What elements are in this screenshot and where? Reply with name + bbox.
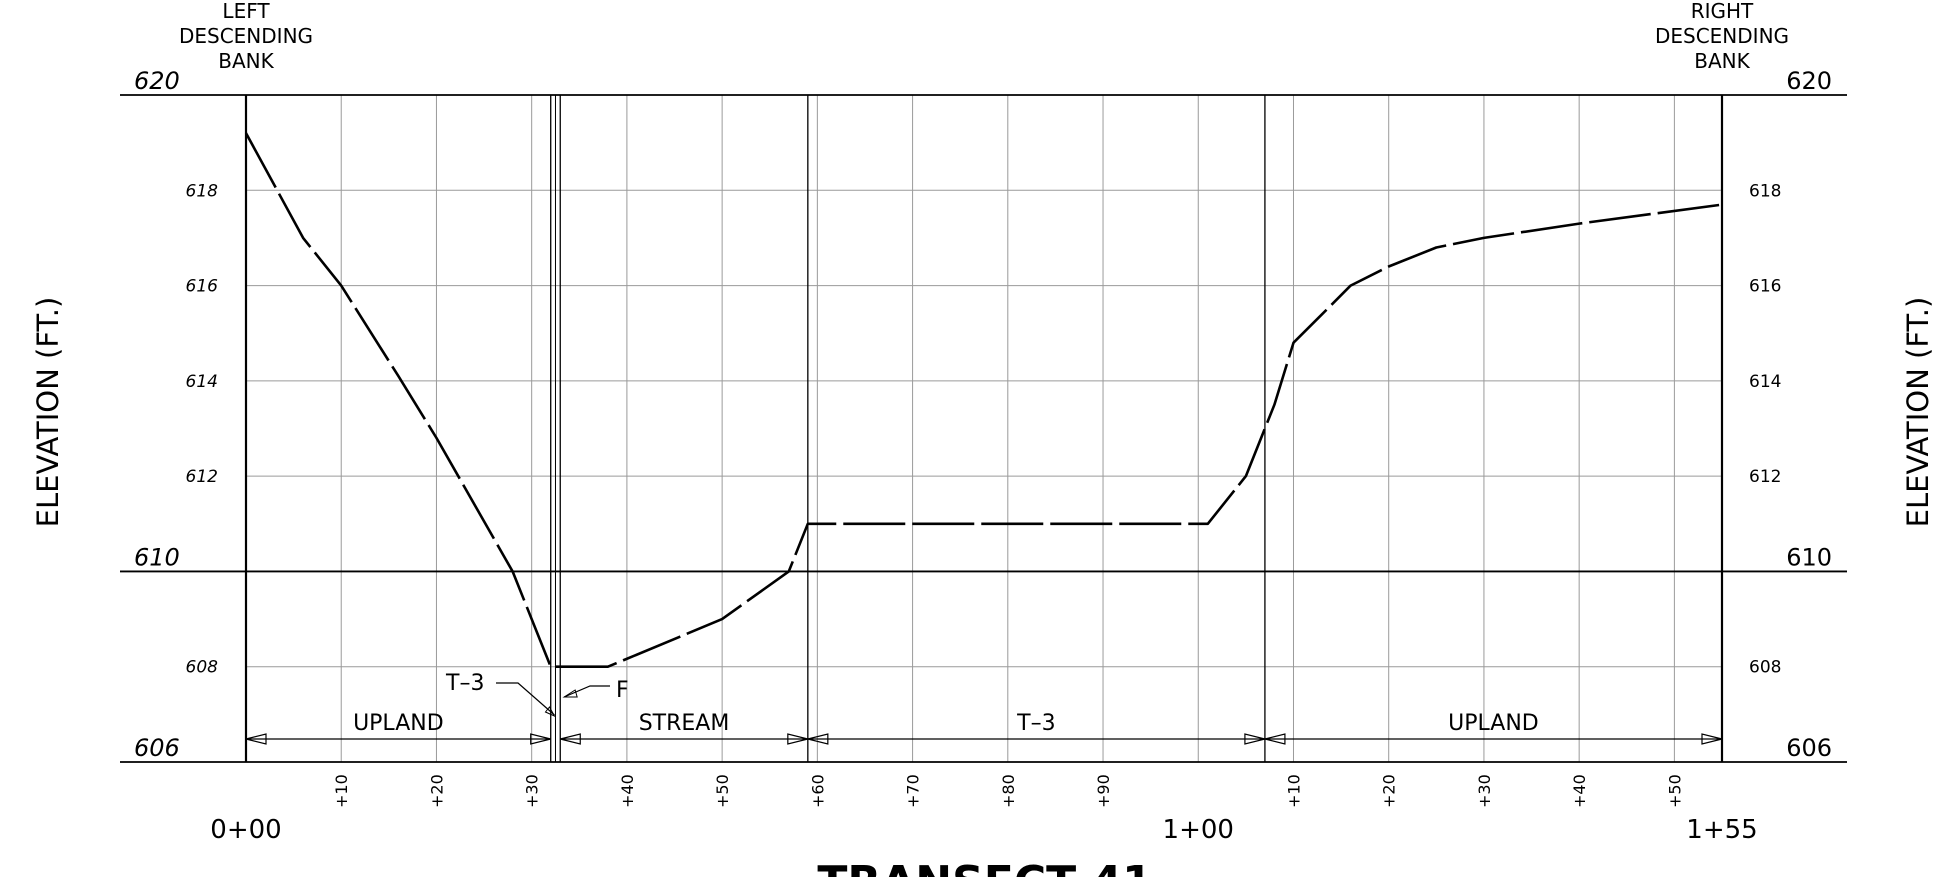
station-label: 0+00: [210, 815, 281, 845]
zone-label: UPLAND: [353, 711, 444, 736]
elevation-label-minor-left: 614: [186, 372, 218, 392]
callout-arrow-t3: [544, 706, 556, 718]
elevation-label-minor-left: 608: [186, 658, 219, 678]
x-tick-label: +40: [618, 774, 637, 808]
elevation-label-major-left: 606: [134, 734, 180, 762]
x-tick-label: +50: [713, 774, 732, 808]
x-tick-label: +50: [1665, 774, 1684, 808]
arrowhead-right: [1701, 733, 1723, 745]
elevation-label-minor-right: 612: [1749, 467, 1781, 487]
elevation-label-major-right: 620: [1786, 67, 1832, 95]
arrowhead-left: [560, 733, 581, 745]
elevation-label-minor-right: 618: [1749, 181, 1781, 201]
zone-boundaries: [550, 95, 1266, 762]
grid: [246, 95, 1722, 762]
arrowhead-right: [787, 733, 808, 745]
x-tick-label: +60: [808, 774, 827, 808]
callout-leader-t3: [496, 682, 555, 716]
right-bank-label: BANK: [1694, 49, 1750, 73]
elevation-label-major-right: 610: [1786, 543, 1832, 571]
ground-profile-line: [244, 132, 1723, 669]
elevation-label-major-right: 606: [1786, 734, 1832, 762]
arrowhead-left: [245, 733, 267, 745]
y-axis-title-right: ELEVATION (FT.): [1901, 297, 1935, 528]
left-bank-label: BANK: [218, 49, 274, 73]
arrowhead-right: [1244, 733, 1266, 745]
elevation-label-minor-right: 608: [1749, 658, 1781, 678]
station-label: 1+00: [1163, 815, 1234, 845]
callout-arrow-f: [562, 689, 578, 698]
y-axis-title-left: ELEVATION (FT.): [31, 297, 65, 528]
elevation-label-minor-left: 618: [186, 181, 219, 201]
chart-frame: [120, 94, 1847, 763]
right-bank-label: DESCENDING: [1655, 24, 1789, 48]
zone-dimensions: UPLAND STREAM T–3 UPLAND: [245, 711, 1723, 745]
x-tick-label: +70: [904, 774, 923, 808]
elevation-label-major-left: 610: [134, 543, 180, 571]
x-tick-label: +10: [332, 774, 351, 808]
zone-label: STREAM: [639, 711, 730, 736]
zone-label: UPLAND: [1448, 711, 1539, 736]
arrowhead-left: [807, 733, 829, 745]
elevation-label-major-left: 620: [134, 67, 180, 95]
x-tick-label: +10: [1284, 774, 1303, 808]
left-bank-label: DESCENDING: [179, 24, 313, 48]
elevation-label-minor-right: 614: [1749, 372, 1781, 392]
x-tick-label: +40: [1570, 774, 1589, 808]
x-tick-label: +20: [427, 774, 446, 808]
callout-label-t3: T–3: [445, 671, 484, 696]
callout-leader-f: [563, 685, 610, 698]
elevation-label-minor-left: 612: [186, 467, 218, 487]
x-tick-label: +30: [523, 774, 542, 808]
arrowhead-left: [1264, 733, 1286, 745]
labels: 620 620 610 610 606 606 618 618 616 616 614 614 612 6…: [31, 0, 1935, 877]
elevation-label-minor-left: 616: [186, 277, 219, 297]
right-bank-label: RIGHT: [1691, 0, 1754, 23]
left-bank-label: LEFT: [222, 0, 270, 23]
x-tick-label: +90: [1094, 774, 1113, 808]
arrowhead-right: [530, 733, 551, 745]
x-tick-label: +20: [1380, 774, 1399, 808]
x-tick-label: +30: [1475, 774, 1494, 808]
chart-title: TRANSECT 41: [817, 857, 1152, 877]
zone-label: T–3: [1016, 711, 1055, 736]
elevation-label-minor-right: 616: [1749, 277, 1781, 297]
callout-label-f: F: [616, 678, 629, 703]
x-tick-label: +80: [999, 774, 1018, 808]
ground-profile: [244, 132, 1723, 669]
station-label: 1+55: [1686, 815, 1757, 845]
